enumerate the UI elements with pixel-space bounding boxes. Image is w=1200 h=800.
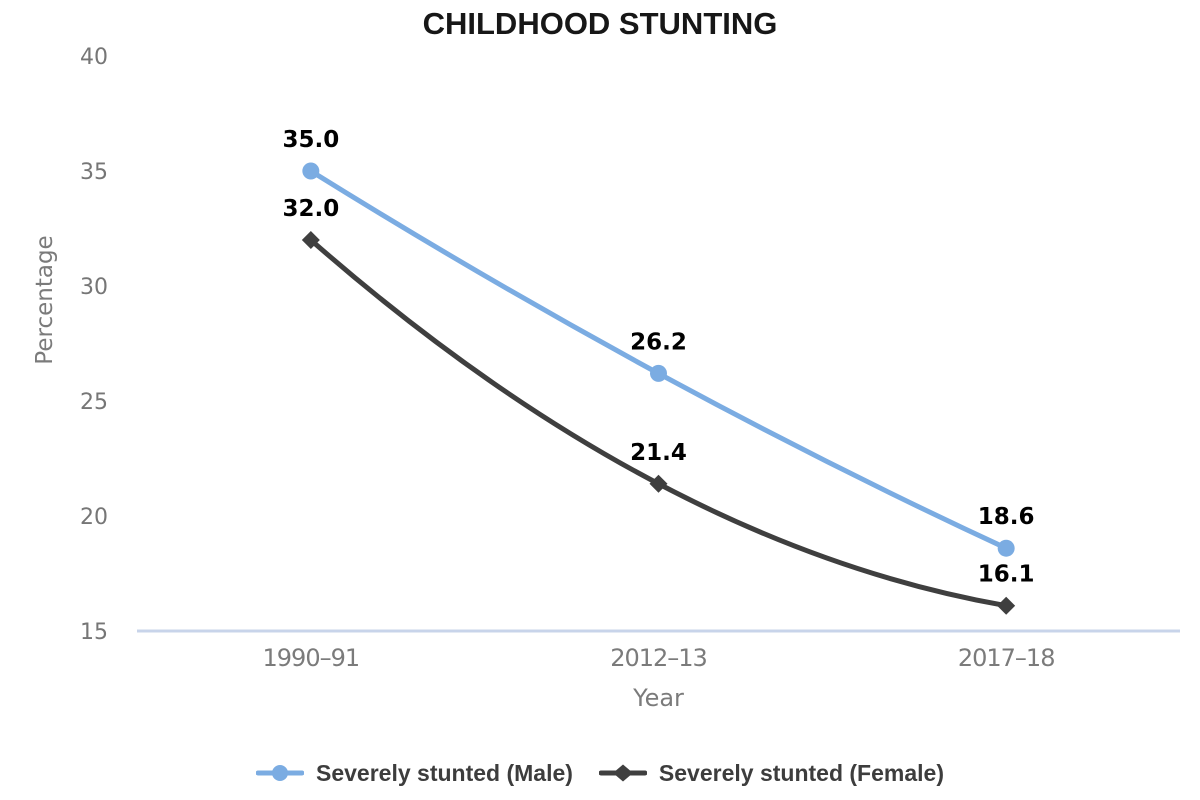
x-axis-title: Year [633,684,684,712]
data-point-marker [301,231,320,249]
legend-label-female: Severely stunted (Female) [658,759,944,786]
data-point-marker [997,539,1015,557]
y-tick-label: 30 [80,275,108,300]
y-tick-label: 35 [80,160,108,185]
data-label: 16.1 [978,562,1035,588]
chart-title: CHILDHOOD STUNTING [422,6,778,41]
plot-area: 15 20 25 30 35 40 1990–91 2012–13 2017–18 35.0 26.… [80,45,1180,672]
legend-marker-male-circle-icon [256,765,304,781]
series-line-1 [308,237,1009,609]
y-tick-label: 15 [80,620,108,645]
data-label: 26.2 [630,329,687,355]
legend-marker-female-diamond-icon [598,764,647,782]
x-tick-label: 2017–18 [958,644,1055,672]
x-tick-label: 1990–91 [263,644,360,672]
data-label: 18.6 [978,504,1035,530]
data-point-marker [997,596,1016,615]
data-point-marker [302,162,320,180]
legend-label-male: Severely stunted (Male) [316,759,573,786]
data-point-marker [649,474,668,493]
legend-item-male: Severely stunted (Male) [256,760,573,787]
x-tick-label: 2012–13 [610,644,707,672]
y-tick-label: 40 [80,45,108,70]
data-label: 35.0 [282,127,339,153]
data-label: 32.0 [282,196,339,222]
legend: Severely stunted (Male) Severely stunted… [0,757,1200,789]
y-tick-label: 25 [80,390,108,415]
y-tick-label: 20 [80,505,108,530]
data-point-marker [650,364,667,382]
legend-item-female: Severely stunted (Female) [598,759,944,787]
data-label: 21.4 [630,440,687,466]
